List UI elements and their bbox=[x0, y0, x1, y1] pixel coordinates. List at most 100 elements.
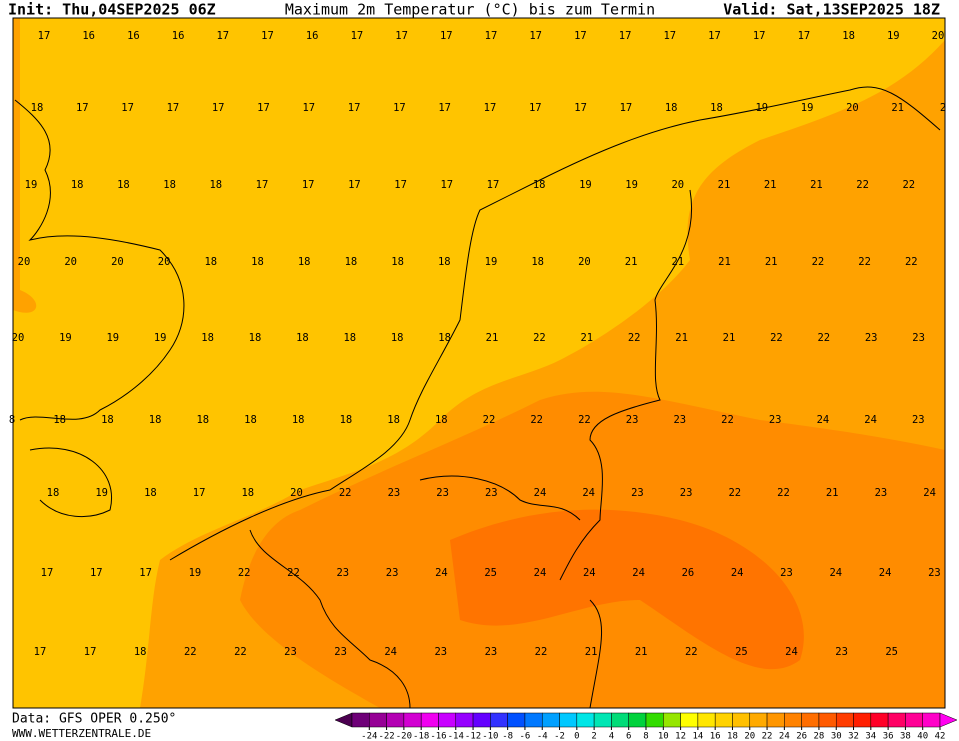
map-title: Maximum 2m Temperatur (°C) bis zum Termi… bbox=[285, 1, 655, 19]
temperature-label: 17 bbox=[34, 646, 47, 658]
temperature-label: 21 bbox=[810, 179, 823, 191]
legend-tick-label: -10 bbox=[482, 732, 498, 741]
temperature-label: 22 bbox=[287, 567, 300, 579]
temperature-label: 18 bbox=[101, 414, 114, 426]
temperature-label: 20 bbox=[846, 102, 859, 114]
temperature-label: 17 bbox=[395, 30, 408, 42]
temperature-label: 21 bbox=[718, 256, 731, 268]
temperature-label: 22 bbox=[535, 646, 548, 658]
temperature-label: 20 bbox=[671, 179, 684, 191]
legend-swatch bbox=[524, 712, 543, 728]
legend-arrow bbox=[939, 712, 958, 728]
temperature-label: 21 bbox=[675, 332, 688, 344]
temperature-label: 23 bbox=[780, 567, 793, 579]
temperature-label: 18 bbox=[391, 332, 404, 344]
coastline-uk bbox=[14, 99, 185, 518]
legend-tick-label: 8 bbox=[643, 732, 648, 741]
temperature-label: 8 bbox=[9, 414, 15, 426]
temperature-label: 22 bbox=[533, 332, 546, 344]
temperature-label: 16 bbox=[172, 30, 185, 42]
temperature-label: 23 bbox=[284, 646, 297, 658]
temperature-label: 24 bbox=[632, 567, 645, 579]
temperature-label: 24 bbox=[829, 567, 842, 579]
temperature-label: 17 bbox=[663, 30, 676, 42]
temperature-label: 17 bbox=[302, 102, 315, 114]
temperature-label: 17 bbox=[167, 102, 180, 114]
temperature-label: 21 bbox=[635, 646, 648, 658]
temperature-label: 18 bbox=[144, 487, 157, 499]
temperature-label: 25 bbox=[885, 646, 898, 658]
legend-tick-label: 16 bbox=[710, 732, 721, 741]
legend-tick-label: -12 bbox=[465, 732, 481, 741]
temperature-label: 23 bbox=[436, 487, 449, 499]
temperature-label: 21 bbox=[764, 179, 777, 191]
hot-area bbox=[450, 509, 804, 670]
temperature-label: 17 bbox=[121, 102, 134, 114]
legend-swatch bbox=[887, 712, 906, 728]
legend-tick-label: 22 bbox=[762, 732, 773, 741]
temperature-label: 18 bbox=[391, 256, 404, 268]
temperature-label: 18 bbox=[53, 414, 66, 426]
temperature-label: 17 bbox=[393, 102, 406, 114]
legend-swatch bbox=[455, 712, 474, 728]
temperature-label: 19 bbox=[755, 102, 768, 114]
legend-tick-label: -16 bbox=[430, 732, 446, 741]
temperature-label: 17 bbox=[529, 30, 542, 42]
legend-tick-label: 4 bbox=[609, 732, 614, 741]
legend-swatch bbox=[697, 712, 716, 728]
legend-swatch bbox=[905, 712, 923, 728]
temperature-label: 23 bbox=[336, 567, 349, 579]
temperature-label: 23 bbox=[626, 414, 639, 426]
temperature-label: 22 bbox=[628, 332, 641, 344]
legend-tick-label: 40 bbox=[917, 732, 928, 741]
temperature-label: 23 bbox=[434, 646, 447, 658]
temperature-label: 18 bbox=[435, 414, 448, 426]
temperature-label: 24 bbox=[435, 567, 448, 579]
temperature-label: 17 bbox=[90, 567, 103, 579]
temperature-label: 23 bbox=[680, 487, 693, 499]
legend-swatch bbox=[645, 712, 664, 728]
temperature-label: 18 bbox=[47, 487, 60, 499]
temperature-label: 22 bbox=[238, 567, 251, 579]
temperature-label: 21 bbox=[826, 487, 839, 499]
legend-tick-label: -4 bbox=[537, 732, 548, 741]
legend-tick-label: 28 bbox=[814, 732, 825, 741]
temperature-label: 21 bbox=[718, 179, 731, 191]
temperature-label: 22 bbox=[905, 256, 918, 268]
temperature-label: 21 bbox=[891, 102, 904, 114]
temperature-label: 20 bbox=[290, 487, 303, 499]
temperature-label: 18 bbox=[117, 179, 130, 191]
legend-tick-label: 38 bbox=[900, 732, 911, 741]
temperature-label: 17 bbox=[348, 179, 361, 191]
temperature-label: 17 bbox=[438, 102, 451, 114]
legend-tick-label: 32 bbox=[848, 732, 859, 741]
temperature-label: 17 bbox=[574, 102, 587, 114]
temperature-label: 18 bbox=[201, 332, 214, 344]
temperature-label: 19 bbox=[25, 179, 38, 191]
legend-tick-label: 0 bbox=[574, 732, 579, 741]
temperature-label: 19 bbox=[801, 102, 814, 114]
temperature-label: 23 bbox=[769, 414, 782, 426]
temperature-label: 16 bbox=[306, 30, 319, 42]
temperature-label: 24 bbox=[879, 567, 892, 579]
temperature-label: 17 bbox=[139, 567, 152, 579]
temperature-label: 18 bbox=[292, 414, 305, 426]
temperature-label: 18 bbox=[134, 646, 147, 658]
temperature-label: 17 bbox=[351, 30, 364, 42]
legend-swatch bbox=[507, 712, 526, 728]
temperature-label: 18 bbox=[531, 256, 544, 268]
temperature-label: 17 bbox=[394, 179, 407, 191]
temperature-label: 21 bbox=[625, 256, 638, 268]
legend-tick-label: 24 bbox=[779, 732, 790, 741]
temperature-label: 19 bbox=[59, 332, 72, 344]
temperature-label: 17 bbox=[212, 102, 225, 114]
temperature-label: 22 bbox=[184, 646, 197, 658]
legend-swatch bbox=[386, 712, 405, 728]
cool-sea-area bbox=[13, 18, 945, 708]
temperature-label: 18 bbox=[204, 256, 217, 268]
temperature-label: 17 bbox=[574, 30, 587, 42]
temperature-label: 23 bbox=[875, 487, 888, 499]
temperature-label: 19 bbox=[189, 567, 202, 579]
temperature-label: 25 bbox=[484, 567, 497, 579]
legend-swatch bbox=[870, 712, 889, 728]
